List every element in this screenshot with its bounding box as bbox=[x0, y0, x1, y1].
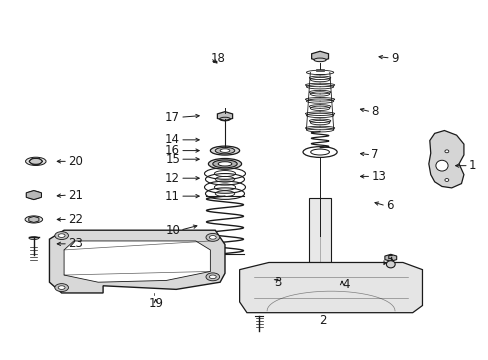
Ellipse shape bbox=[58, 234, 65, 237]
Ellipse shape bbox=[205, 273, 219, 281]
Ellipse shape bbox=[55, 284, 68, 292]
Polygon shape bbox=[309, 198, 330, 277]
Ellipse shape bbox=[261, 280, 284, 289]
Ellipse shape bbox=[313, 58, 325, 62]
Text: 8: 8 bbox=[370, 105, 378, 118]
Text: 12: 12 bbox=[165, 172, 180, 185]
Text: 6: 6 bbox=[385, 199, 393, 212]
Ellipse shape bbox=[444, 179, 448, 181]
Text: 20: 20 bbox=[68, 155, 82, 168]
Ellipse shape bbox=[267, 283, 278, 287]
Ellipse shape bbox=[29, 237, 39, 239]
Ellipse shape bbox=[55, 231, 68, 239]
Text: 15: 15 bbox=[165, 153, 180, 166]
Polygon shape bbox=[217, 112, 232, 121]
Ellipse shape bbox=[210, 146, 239, 155]
Ellipse shape bbox=[215, 147, 234, 154]
Polygon shape bbox=[64, 241, 210, 282]
Text: 14: 14 bbox=[165, 133, 180, 146]
Ellipse shape bbox=[25, 157, 46, 166]
Ellipse shape bbox=[31, 159, 41, 163]
Polygon shape bbox=[428, 131, 463, 188]
Ellipse shape bbox=[329, 281, 348, 294]
Text: 22: 22 bbox=[68, 213, 83, 226]
Polygon shape bbox=[49, 230, 224, 293]
Polygon shape bbox=[26, 190, 41, 199]
Ellipse shape bbox=[58, 286, 65, 289]
Ellipse shape bbox=[220, 149, 229, 152]
Text: 9: 9 bbox=[390, 51, 397, 64]
Ellipse shape bbox=[444, 150, 448, 153]
Text: 10: 10 bbox=[165, 224, 180, 237]
Ellipse shape bbox=[435, 160, 447, 171]
Ellipse shape bbox=[212, 160, 237, 168]
Polygon shape bbox=[29, 158, 42, 165]
Ellipse shape bbox=[26, 191, 41, 199]
Ellipse shape bbox=[209, 275, 216, 279]
Ellipse shape bbox=[209, 235, 216, 239]
Ellipse shape bbox=[205, 233, 219, 241]
Text: 16: 16 bbox=[165, 144, 180, 157]
Ellipse shape bbox=[218, 162, 231, 166]
Ellipse shape bbox=[25, 216, 42, 223]
Polygon shape bbox=[384, 254, 396, 261]
Text: 21: 21 bbox=[68, 189, 83, 202]
Ellipse shape bbox=[336, 286, 342, 289]
Text: 4: 4 bbox=[341, 278, 349, 291]
Text: 3: 3 bbox=[273, 276, 281, 289]
Ellipse shape bbox=[386, 261, 394, 268]
Text: 18: 18 bbox=[210, 51, 225, 64]
Text: 2: 2 bbox=[318, 314, 325, 327]
Text: 17: 17 bbox=[165, 111, 180, 124]
Ellipse shape bbox=[208, 158, 241, 169]
Text: 23: 23 bbox=[68, 237, 82, 250]
Text: 7: 7 bbox=[370, 148, 378, 161]
Polygon shape bbox=[264, 281, 280, 288]
Polygon shape bbox=[311, 51, 328, 61]
Text: 1: 1 bbox=[468, 159, 475, 172]
Polygon shape bbox=[29, 216, 39, 222]
Text: 13: 13 bbox=[370, 170, 386, 183]
Polygon shape bbox=[239, 262, 422, 313]
Text: 11: 11 bbox=[165, 190, 180, 203]
Text: 5: 5 bbox=[385, 254, 392, 267]
Ellipse shape bbox=[332, 284, 345, 292]
Ellipse shape bbox=[30, 218, 38, 221]
Text: 19: 19 bbox=[148, 297, 163, 310]
